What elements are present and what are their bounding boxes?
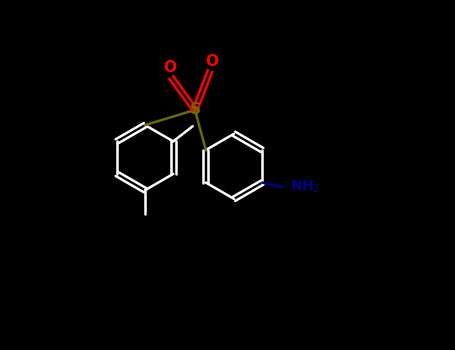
Text: O: O (205, 54, 218, 69)
Text: O: O (163, 60, 176, 75)
Text: NH$_2$: NH$_2$ (289, 179, 320, 195)
Text: S: S (189, 103, 201, 117)
